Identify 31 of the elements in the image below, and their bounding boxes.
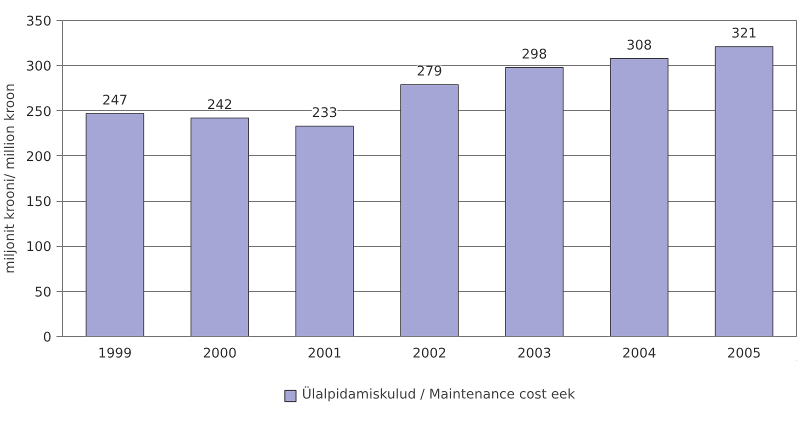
bar — [400, 84, 459, 336]
y-tick-label: 150 — [26, 195, 52, 210]
y-axis-title: miljonit krooni/ million kroon — [3, 83, 18, 274]
data-label: 279 — [416, 64, 442, 80]
legend-label: Ülalpidamiskulud / Maintenance cost eek — [302, 388, 576, 402]
x-tick-label: 2004 — [622, 346, 656, 362]
x-tick-label: 2002 — [412, 346, 446, 362]
data-label: 233 — [312, 106, 338, 122]
bar — [610, 58, 668, 336]
y-tick-label: 200 — [26, 150, 52, 165]
y-tick-label: 100 — [26, 240, 52, 256]
data-label: 308 — [626, 38, 652, 54]
x-tick-label: 2003 — [517, 346, 552, 362]
y-tick-label: 250 — [26, 104, 52, 120]
data-label: 321 — [731, 26, 757, 42]
bar — [295, 126, 354, 336]
y-tick-label: 300 — [26, 60, 52, 75]
data-label: 242 — [207, 98, 233, 114]
bar — [86, 113, 144, 336]
bar — [505, 67, 564, 336]
x-tick-label: 2000 — [202, 346, 237, 362]
x-tick-label: 1999 — [98, 346, 132, 362]
x-tick-label: 2005 — [727, 346, 762, 362]
y-tick-label: 0 — [43, 330, 52, 346]
bar — [190, 118, 250, 336]
bar — [714, 46, 774, 336]
data-label: 247 — [102, 93, 128, 108]
data-label: 298 — [522, 47, 548, 62]
x-tick-label: 2001 — [308, 346, 342, 362]
y-tick-label: 50 — [34, 285, 52, 300]
y-tick-label: 350 — [26, 14, 52, 30]
